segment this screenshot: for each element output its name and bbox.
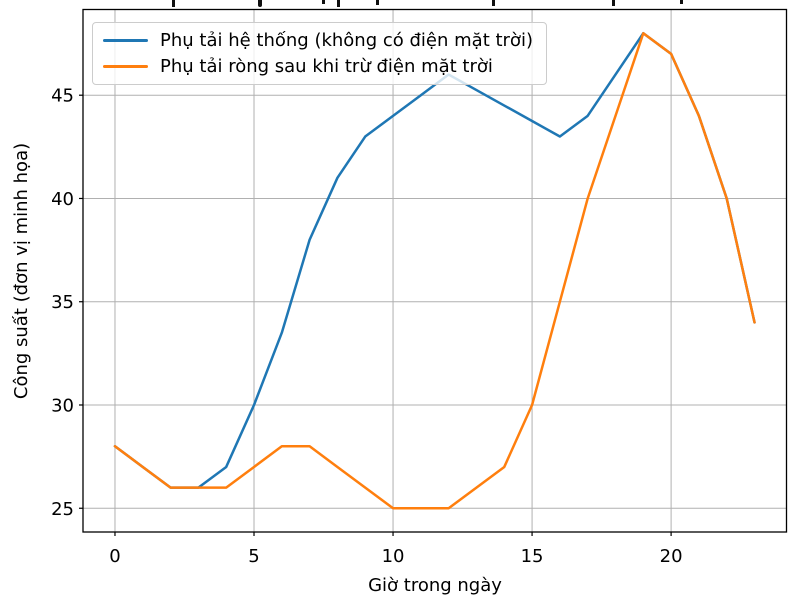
y-tick-label-35: 35 <box>51 292 74 313</box>
y-tick-labels: 25 30 35 40 45 <box>51 86 74 520</box>
legend-label-net-load: Phụ tải ròng sau khi trừ điện mặt trời <box>160 55 493 77</box>
y-tick-label-30: 30 <box>51 395 74 416</box>
legend-line-net-load <box>103 64 148 68</box>
series-line-net-load <box>113 32 756 510</box>
x-tick-label-15: 15 <box>521 546 544 567</box>
gridlines <box>83 9 787 532</box>
y-axis-label: Công suất (đơn vị minh họa) <box>11 143 32 399</box>
legend-item-net-load: Phụ tải ròng sau khi trừ điện mặt trời <box>103 54 533 79</box>
legend-label-system-load: Phụ tải hệ thống (không có điện mặt trời… <box>160 30 533 52</box>
y-tick-label-45: 45 <box>51 86 74 107</box>
plot-border <box>82 8 788 533</box>
y-tick-label-25: 25 <box>51 499 74 520</box>
axis-ticks <box>79 94 672 536</box>
legend-line-system-load <box>103 39 148 43</box>
legend: Phụ tải hệ thống (không có điện mặt trời… <box>92 22 547 85</box>
x-tick-label-20: 20 <box>660 546 683 567</box>
x-tick-labels: 0 5 10 15 20 <box>109 546 682 567</box>
x-tick-label-5: 5 <box>248 546 259 567</box>
x-tick-label-0: 0 <box>109 546 120 567</box>
series-lines <box>113 32 756 510</box>
legend-item-system-load: Phụ tải hệ thống (không có điện mặt trời… <box>103 28 533 53</box>
x-axis-label: Giờ trong ngày <box>368 575 502 596</box>
series-line-system-load <box>113 32 756 489</box>
y-tick-label-40: 40 <box>51 189 74 210</box>
x-tick-label-10: 10 <box>382 546 405 567</box>
